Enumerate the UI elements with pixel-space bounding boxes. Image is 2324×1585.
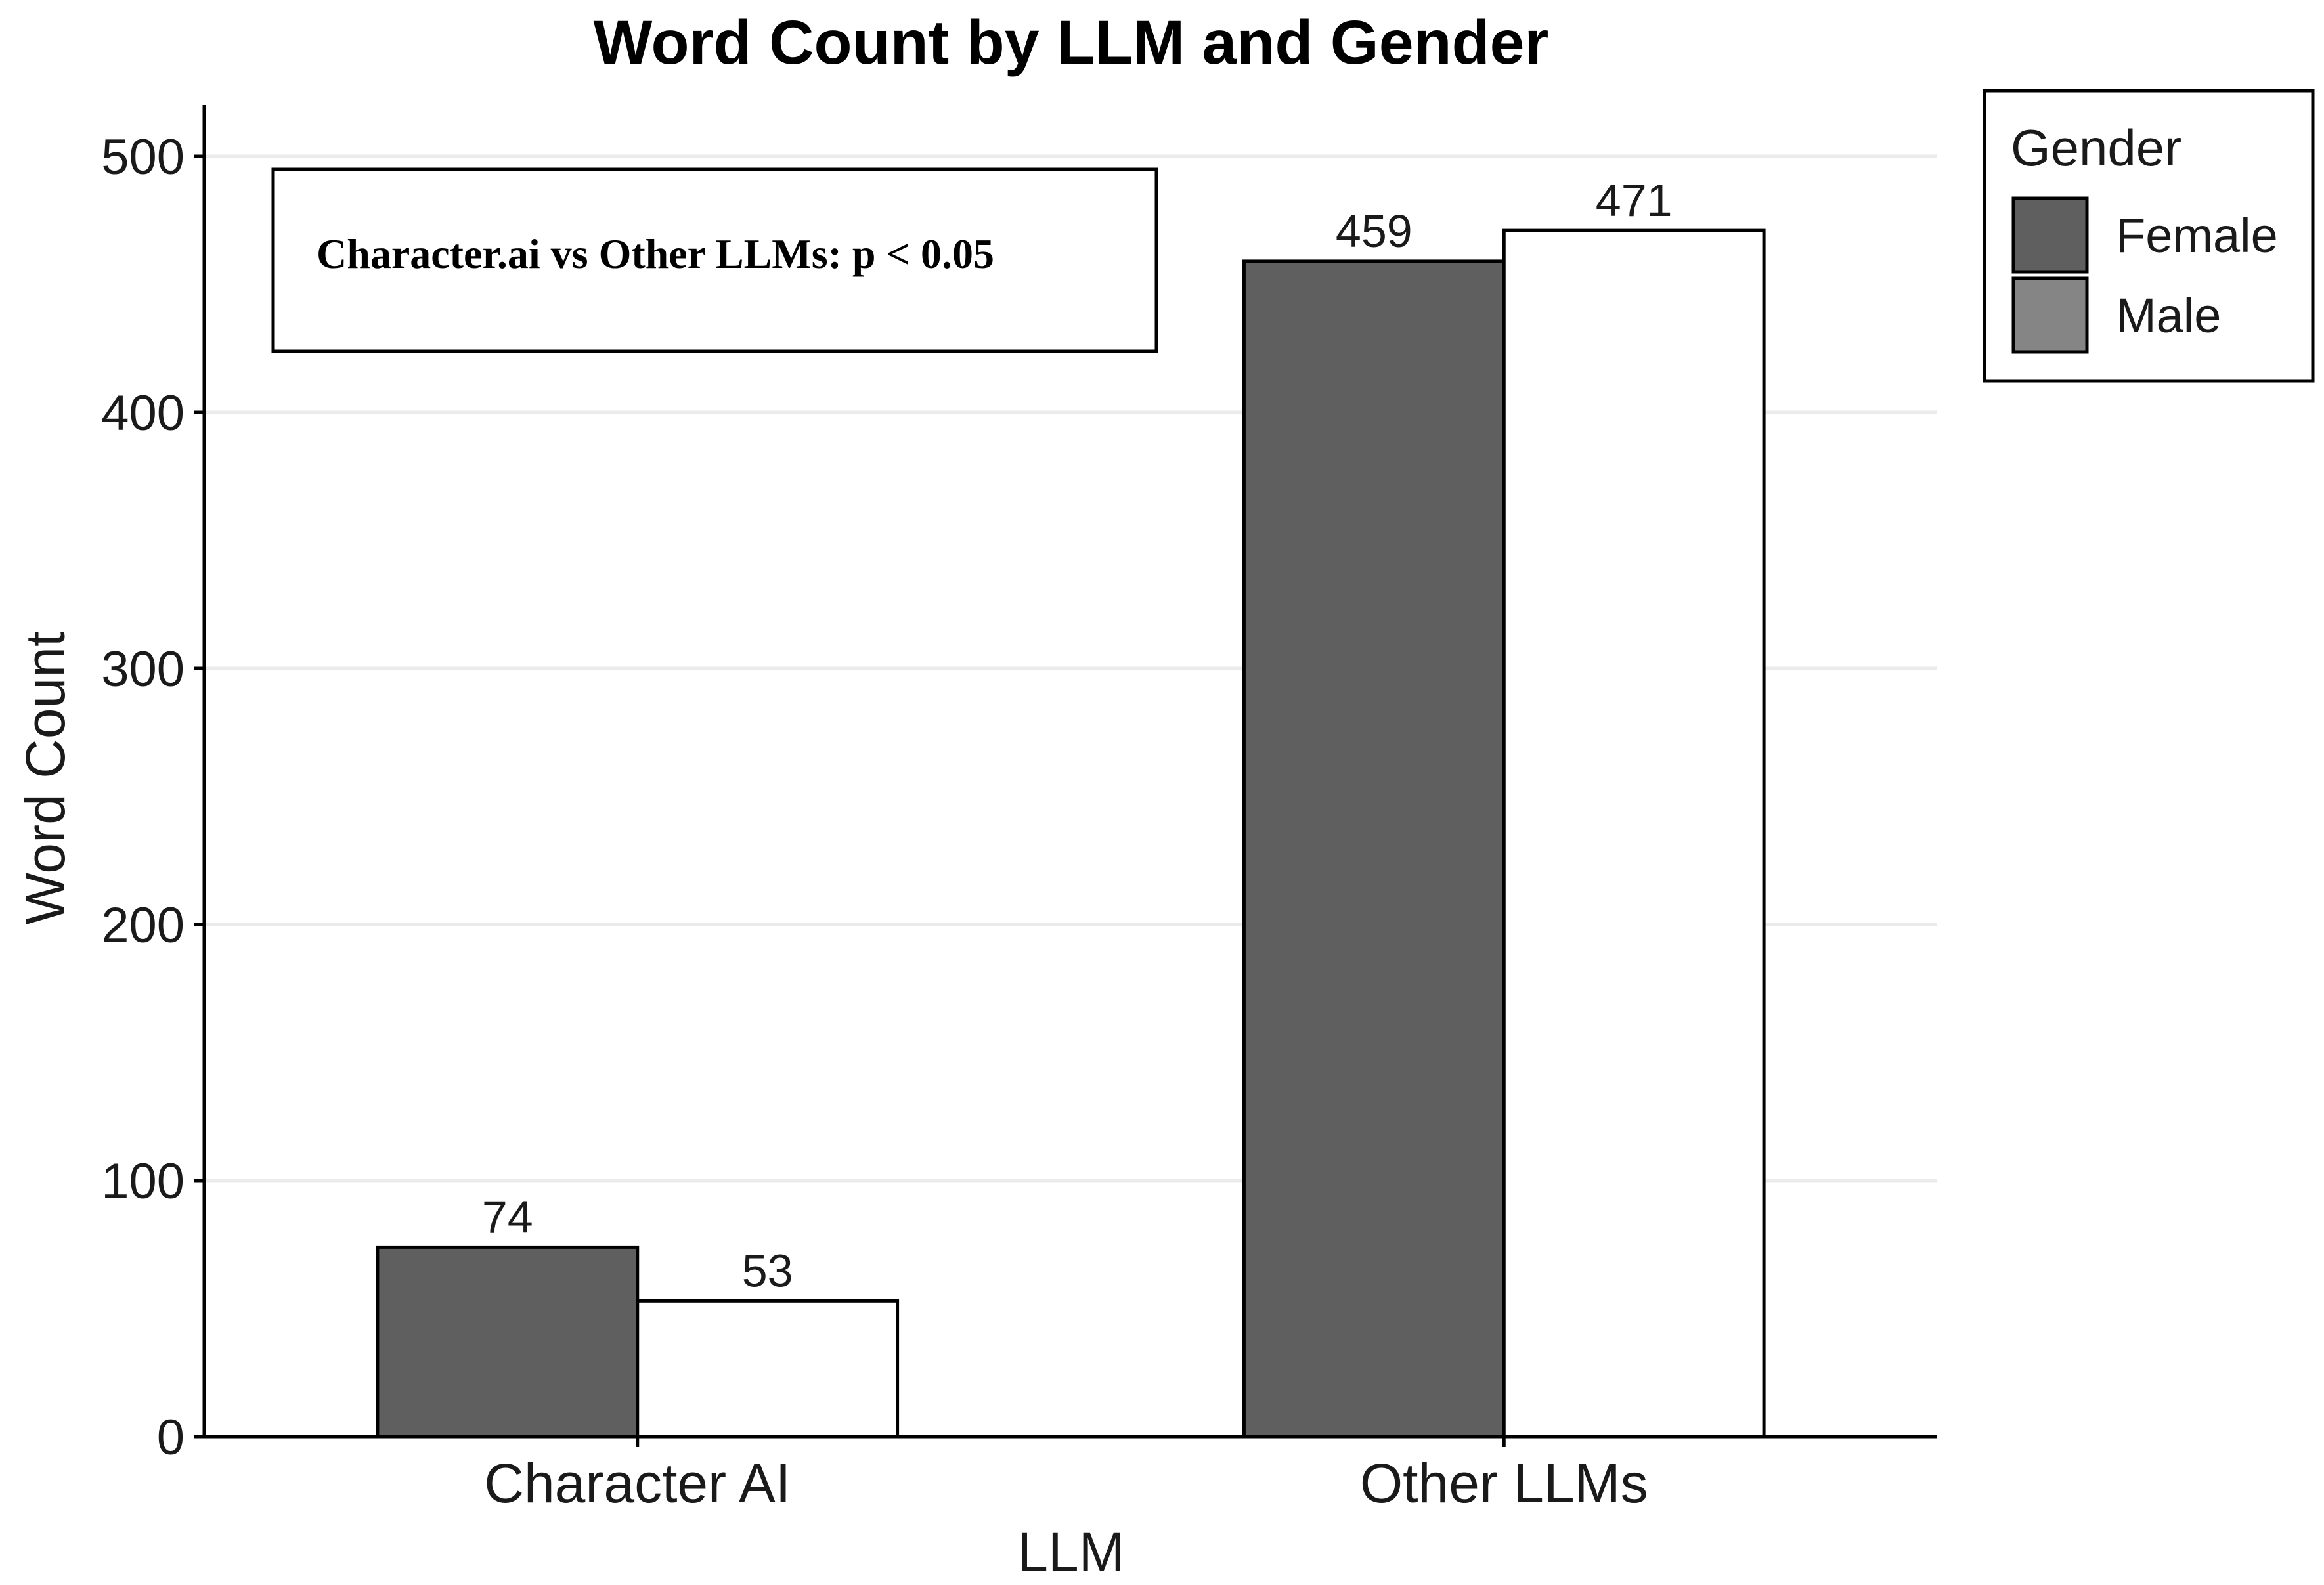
- y-tick-label: 0: [157, 1410, 185, 1466]
- bar-value-label: 471: [1596, 175, 1673, 226]
- bars: [376, 228, 1766, 1439]
- bar-value-label: 53: [742, 1245, 793, 1296]
- bar-female-0: [376, 1245, 640, 1439]
- legend-items: Female Male: [2011, 196, 2278, 354]
- legend-label-male: Male: [2116, 288, 2221, 343]
- bar-value-labels: 74 53 459 471: [482, 175, 1673, 1296]
- legend-title: Gender: [2011, 119, 2181, 177]
- y-tick-label: 200: [101, 898, 185, 953]
- x-tick-label: Character AI: [484, 1452, 791, 1514]
- x-axis-ticks: Character AI Other LLMs: [484, 1437, 1648, 1514]
- legend-swatch-male: [2011, 276, 2089, 354]
- axes: [202, 105, 1937, 1439]
- y-tick-label: 400: [101, 385, 185, 441]
- bar-value-label: 74: [482, 1191, 533, 1242]
- bar-female-1: [1242, 259, 1506, 1439]
- bar-male-0: [636, 1299, 900, 1439]
- annotation-text: Character.ai vs Other LLMs: p < 0.05: [317, 230, 994, 277]
- annotation-box: Character.ai vs Other LLMs: p < 0.05: [271, 167, 1158, 353]
- legend-swatch-female: [2011, 196, 2089, 274]
- bar-male-1: [1502, 228, 1766, 1439]
- bar-value-label: 459: [1336, 206, 1413, 257]
- y-tick-label: 300: [101, 641, 185, 697]
- annotation-border: [271, 167, 1158, 353]
- y-tick-label: 100: [101, 1154, 185, 1209]
- legend-label-female: Female: [2116, 208, 2278, 263]
- y-tick-label: 500: [101, 129, 185, 185]
- x-axis-label: LLM: [1017, 1521, 1124, 1583]
- y-axis-ticks: 0 100 200 300 400 500: [101, 129, 204, 1466]
- legend: Gender Female Male: [1983, 89, 2315, 383]
- x-tick-label: Other LLMs: [1360, 1452, 1648, 1514]
- y-axis-label: Word Count: [14, 632, 76, 925]
- chart-title: Word Count by LLM and Gender: [594, 8, 1549, 77]
